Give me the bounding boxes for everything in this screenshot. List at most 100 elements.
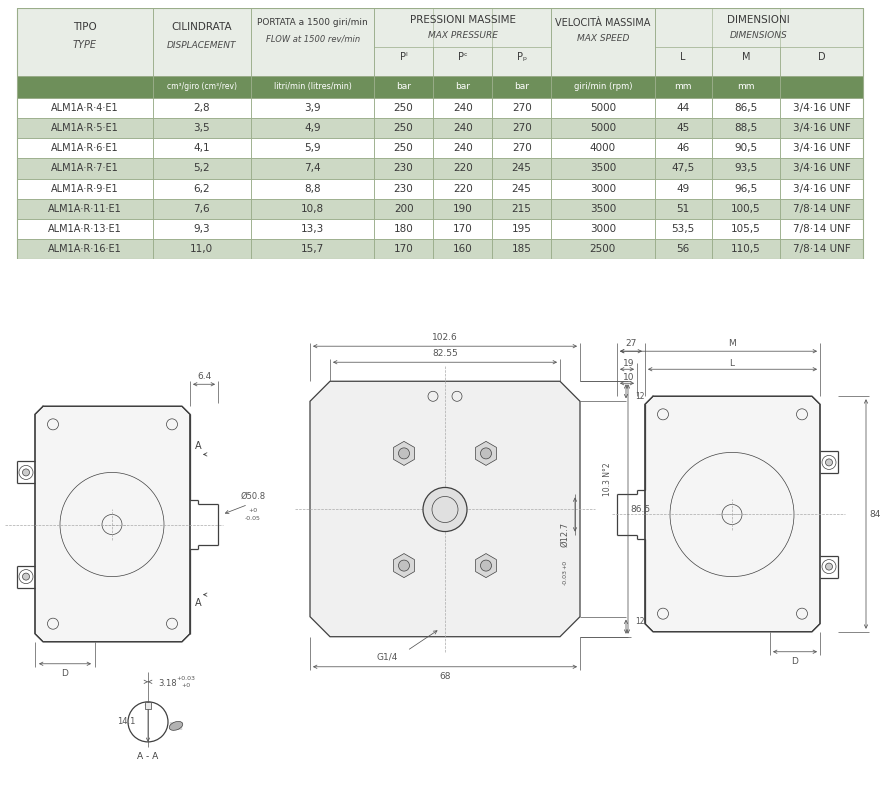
Text: 2,8: 2,8 — [194, 103, 210, 113]
Text: 44: 44 — [677, 103, 690, 113]
Text: 4,1: 4,1 — [194, 143, 210, 153]
Bar — [655, 198, 712, 218]
Bar — [251, 159, 374, 179]
Text: cm³/giro (cm³/rev): cm³/giro (cm³/rev) — [167, 82, 237, 92]
Text: bar: bar — [396, 82, 411, 92]
Text: 250: 250 — [393, 143, 414, 153]
Bar — [251, 239, 374, 259]
Text: A: A — [194, 598, 202, 607]
Text: 3500: 3500 — [590, 204, 616, 214]
Bar — [781, 239, 863, 259]
Text: 2500: 2500 — [590, 244, 616, 254]
Bar — [551, 138, 655, 159]
Text: 15,7: 15,7 — [301, 244, 324, 254]
Text: 3/4·16 UNF: 3/4·16 UNF — [793, 163, 851, 174]
Text: 10.3 N°2: 10.3 N°2 — [604, 462, 612, 497]
Bar — [433, 239, 492, 259]
Text: 27: 27 — [626, 339, 637, 347]
Bar — [17, 179, 152, 198]
Bar — [433, 159, 492, 179]
Bar — [712, 118, 781, 138]
Text: 11,0: 11,0 — [190, 244, 214, 254]
Text: 270: 270 — [512, 103, 532, 113]
Text: 13,3: 13,3 — [301, 224, 324, 234]
Text: 5000: 5000 — [590, 103, 616, 113]
Text: 195: 195 — [512, 224, 532, 234]
Text: ALM1A·R·4·E1: ALM1A·R·4·E1 — [51, 103, 119, 113]
Text: +0: +0 — [181, 683, 191, 689]
Text: DISPLACEMENT: DISPLACEMENT — [167, 41, 237, 50]
Polygon shape — [393, 554, 414, 578]
Bar — [781, 118, 863, 138]
Bar — [17, 138, 152, 159]
Text: 3500: 3500 — [590, 163, 616, 174]
Bar — [655, 179, 712, 198]
Bar — [374, 179, 433, 198]
Bar — [17, 76, 152, 98]
Text: 93,5: 93,5 — [735, 163, 758, 174]
Bar — [433, 8, 492, 76]
Bar — [374, 239, 433, 259]
Bar — [551, 179, 655, 198]
Text: 3,5: 3,5 — [194, 124, 210, 133]
Text: 47,5: 47,5 — [671, 163, 694, 174]
Text: 3/4·16 UNF: 3/4·16 UNF — [793, 124, 851, 133]
Text: 88,5: 88,5 — [735, 124, 758, 133]
Text: 45: 45 — [677, 124, 690, 133]
Polygon shape — [393, 442, 414, 465]
Text: 270: 270 — [512, 124, 532, 133]
Circle shape — [825, 563, 832, 570]
Text: 8,8: 8,8 — [304, 183, 321, 194]
Text: 90,5: 90,5 — [735, 143, 758, 153]
Bar — [152, 159, 251, 179]
Text: 82.55: 82.55 — [432, 349, 458, 358]
Text: 86.5: 86.5 — [630, 505, 650, 514]
Text: G1/4: G1/4 — [377, 652, 398, 662]
Bar — [152, 239, 251, 259]
Bar — [17, 98, 152, 118]
Circle shape — [399, 560, 409, 571]
Bar — [433, 179, 492, 198]
Bar — [152, 198, 251, 218]
Text: 6.4: 6.4 — [197, 371, 211, 381]
Bar — [655, 76, 712, 98]
Bar — [492, 179, 551, 198]
Text: M: M — [728, 339, 736, 347]
Bar — [433, 76, 492, 98]
Text: 100,5: 100,5 — [731, 204, 761, 214]
Polygon shape — [475, 554, 496, 578]
Text: 7,6: 7,6 — [194, 204, 210, 214]
Bar — [712, 76, 781, 98]
Text: TIPO: TIPO — [73, 22, 97, 32]
Bar — [492, 118, 551, 138]
Bar — [655, 8, 863, 76]
Polygon shape — [35, 406, 190, 642]
Text: 190: 190 — [452, 204, 473, 214]
Bar — [655, 8, 712, 76]
Circle shape — [423, 488, 467, 532]
Text: 96,5: 96,5 — [735, 183, 758, 194]
Bar — [374, 8, 433, 76]
Text: 170: 170 — [452, 224, 473, 234]
Bar — [251, 179, 374, 198]
Bar — [17, 198, 152, 218]
Text: Ø12.7: Ø12.7 — [561, 522, 569, 547]
Circle shape — [23, 469, 30, 476]
Bar — [374, 198, 433, 218]
Bar — [551, 159, 655, 179]
Text: 7/8·14 UNF: 7/8·14 UNF — [793, 204, 851, 214]
Bar — [152, 179, 251, 198]
Text: 5000: 5000 — [590, 124, 616, 133]
Text: 5,2: 5,2 — [194, 163, 210, 174]
Bar — [781, 218, 863, 239]
Ellipse shape — [169, 721, 183, 730]
Text: 9,3: 9,3 — [194, 224, 210, 234]
Bar — [433, 198, 492, 218]
Bar — [492, 98, 551, 118]
Text: 7/8·14 UNF: 7/8·14 UNF — [793, 244, 851, 254]
Text: ALM1A·R·13·E1: ALM1A·R·13·E1 — [48, 224, 121, 234]
Text: A: A — [194, 442, 202, 451]
Bar — [251, 76, 374, 98]
Bar — [551, 8, 655, 76]
Bar — [781, 198, 863, 218]
